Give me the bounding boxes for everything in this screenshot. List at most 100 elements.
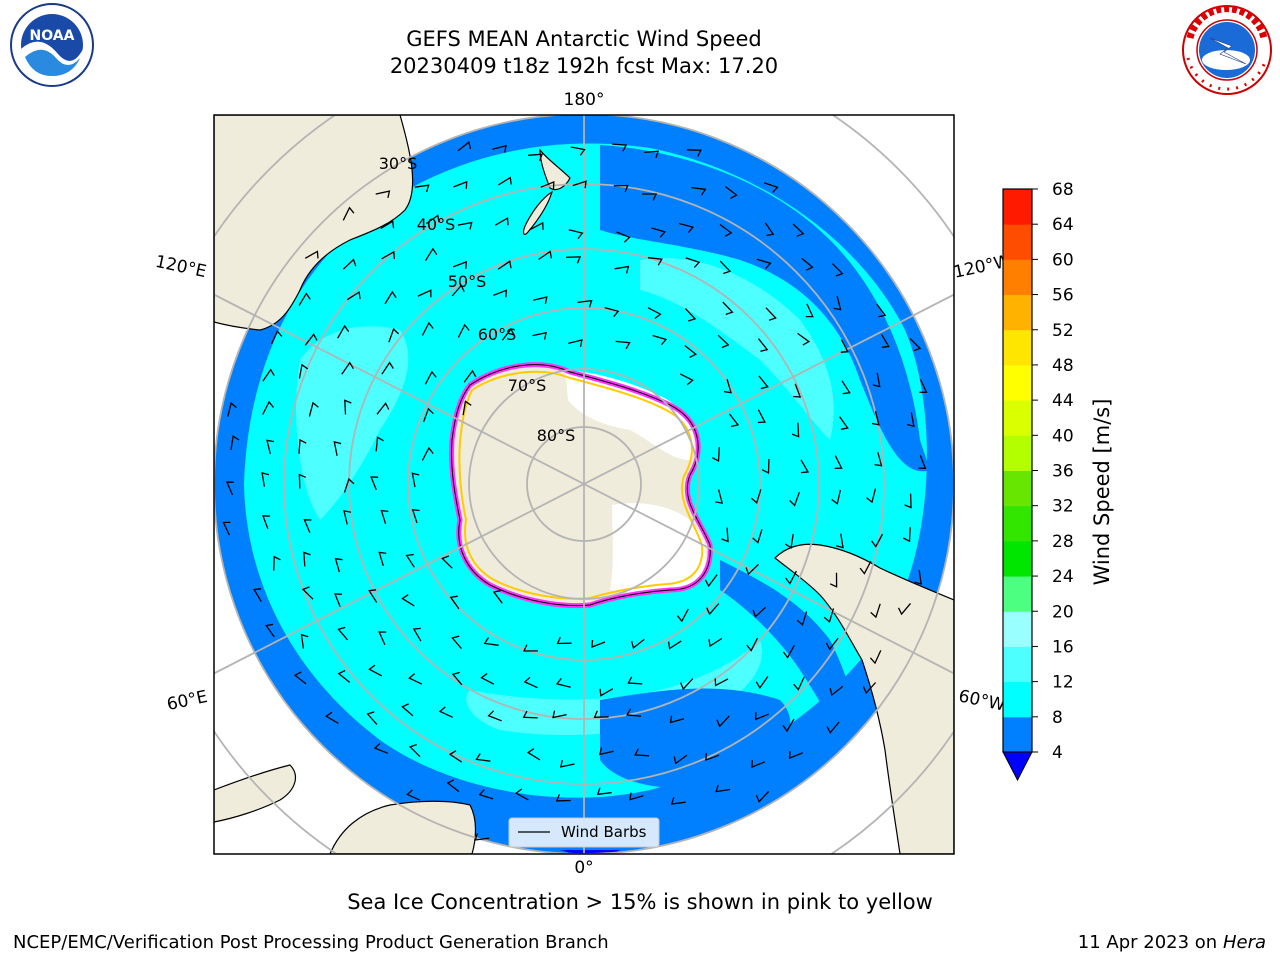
wind-barb — [874, 452, 883, 467]
wind-barb — [343, 509, 352, 525]
wind-barb — [757, 409, 766, 424]
colorbar-tick-label: 60 — [1052, 250, 1074, 270]
wind-barb — [262, 515, 270, 530]
wind-barb — [791, 422, 800, 438]
wind-barb — [615, 340, 631, 350]
wind-barb — [836, 533, 844, 549]
wind-barb — [721, 527, 729, 543]
colorbar-segment — [1003, 259, 1032, 296]
wind-barb — [676, 608, 689, 623]
colorbar-label-box: Wind Speed [m/s] — [1082, 399, 1122, 586]
wind-barb — [765, 307, 777, 321]
colorbar-segment — [1003, 646, 1032, 683]
wind-barb — [785, 570, 797, 585]
wind-barb — [876, 303, 887, 318]
wind-barb — [441, 555, 453, 569]
wind-barb — [522, 644, 539, 652]
wind-barb — [446, 779, 460, 793]
colorbar-segment — [1003, 505, 1032, 542]
south-america-land — [774, 543, 954, 854]
colorbar-segment — [1003, 294, 1032, 331]
chart-subtitle: 20230409 t18z 192h fcst Max: 17.20 — [389, 54, 779, 78]
colorbar-tick-label: 68 — [1052, 180, 1074, 200]
wind-barb — [832, 263, 844, 277]
wind-barb — [715, 489, 724, 504]
chart-title: GEFS MEAN Antarctic Wind Speed — [406, 27, 762, 51]
wind-barb — [380, 220, 395, 230]
wind-barb — [919, 379, 928, 393]
wind-barb — [599, 747, 614, 756]
wind-barb — [669, 715, 685, 724]
wind-barb — [756, 258, 772, 269]
colorbar-segment — [1003, 329, 1032, 366]
wind-barb — [784, 533, 794, 549]
wind-barb — [870, 603, 881, 619]
lat-label-60s: 60°S — [478, 325, 517, 344]
wind-barb — [568, 339, 583, 348]
wind-barb — [750, 489, 762, 504]
wind-barb — [230, 435, 240, 451]
wind-barb — [728, 413, 740, 428]
wind-barb — [629, 792, 644, 801]
wind-barb — [303, 551, 311, 567]
wind-barb — [881, 334, 890, 348]
wind-barb — [253, 588, 262, 602]
wind-barb — [871, 411, 880, 426]
wind-barb — [325, 711, 339, 724]
wind-barb — [719, 223, 733, 237]
wind-barb — [825, 637, 839, 651]
colorbar-segment — [1003, 364, 1032, 401]
colorbar-tick-label: 36 — [1052, 462, 1074, 482]
wind-barb — [376, 402, 390, 415]
wind-barb — [414, 184, 430, 193]
colorbar-tick-label: 8 — [1052, 708, 1063, 728]
wind-barb — [862, 682, 877, 695]
wind-barb — [424, 247, 438, 262]
wind-barb — [384, 290, 397, 305]
wind-barb — [337, 669, 351, 683]
wind-barb — [840, 339, 849, 353]
wind-barb — [334, 593, 343, 608]
wind-barb — [304, 250, 319, 259]
wind-barb — [262, 368, 275, 382]
new-zealand-south — [522, 190, 554, 236]
wind-barb — [411, 472, 420, 488]
wind-barb — [616, 231, 631, 243]
wind-barb — [457, 323, 470, 338]
wind-barb — [745, 563, 759, 576]
noaa-logo: NOAA — [10, 3, 94, 87]
wind-barb — [685, 257, 701, 268]
wind-barb — [834, 455, 843, 470]
wind-barb — [451, 635, 462, 650]
wind-barb — [514, 788, 529, 801]
noaa-logo-text: NOAA — [30, 28, 75, 44]
wind-barb — [304, 333, 318, 346]
footer-left: NCEP/EMC/Verification Post Processing Pr… — [13, 932, 609, 953]
wind-barb — [572, 180, 587, 189]
wind-barb — [342, 206, 355, 221]
wind-barb — [704, 574, 718, 588]
wind-barb — [866, 488, 877, 504]
wind-barb — [652, 334, 668, 346]
colorbar-segment — [1003, 716, 1032, 753]
wind-barb — [501, 327, 515, 341]
ronne-ice-shelf — [610, 503, 706, 593]
new-zealand-north — [539, 148, 571, 191]
map-legend: Wind Barbs — [508, 817, 660, 848]
wind-barb — [559, 759, 575, 768]
wind-barb — [426, 214, 440, 225]
wind-barb — [841, 380, 851, 395]
wind-barb — [725, 186, 738, 199]
wind-barb — [453, 180, 468, 189]
wind-barb — [706, 603, 720, 616]
wind-barb — [684, 308, 697, 322]
colorbar-tick-label: 12 — [1052, 673, 1074, 693]
wind-barb — [599, 688, 614, 697]
wind-barb — [343, 477, 355, 493]
wind-barb — [346, 291, 361, 301]
wind-barb — [897, 602, 911, 616]
wind-barb — [337, 324, 350, 339]
wind-barb — [612, 143, 628, 152]
wind-barb — [298, 363, 309, 379]
wind-barb — [684, 344, 697, 358]
